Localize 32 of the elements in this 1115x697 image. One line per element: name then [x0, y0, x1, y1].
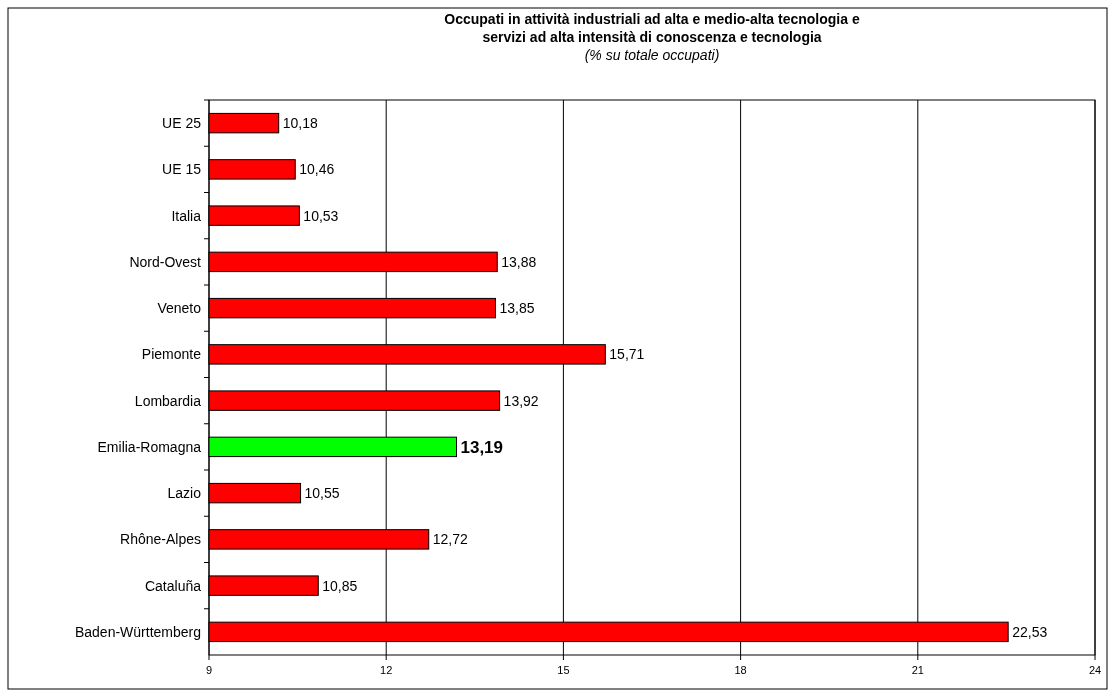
x-tick-label: 18: [734, 664, 747, 676]
y-tick-label: Baden-Württemberg: [74, 623, 201, 640]
data-label: 15,71: [609, 346, 645, 363]
chart-subtitle: (% su totale occupati): [584, 47, 720, 63]
data-label: 13,92: [503, 392, 539, 409]
data-label: 10,53: [303, 207, 339, 224]
data-label: 10,85: [322, 577, 358, 594]
data-label: 10,46: [299, 161, 335, 178]
data-label: 10,55: [304, 485, 340, 502]
data-label: 22,53: [1012, 623, 1048, 640]
y-tick-label: Italia: [171, 207, 202, 224]
y-tick-label: UE 25: [162, 115, 202, 132]
data-label: 13,85: [499, 300, 535, 317]
y-tick-label: UE 15: [162, 161, 202, 178]
data-label: 10,18: [282, 115, 318, 132]
x-tick-label: 24: [1088, 664, 1102, 676]
y-tick-label: Piemonte: [141, 346, 202, 363]
y-tick-label: Lazio: [167, 485, 202, 502]
data-label: 13,19: [460, 437, 504, 457]
y-tick-label: Nord-Ovest: [129, 253, 202, 270]
x-tick-label: 21: [911, 664, 924, 676]
y-tick-label: Lombardia: [134, 392, 202, 409]
x-tick-label: 15: [557, 664, 570, 676]
data-label: 12,72: [432, 531, 468, 548]
y-tick-label: Veneto: [157, 300, 202, 317]
x-tick-label: 12: [380, 664, 393, 676]
y-tick-label: Cataluña: [144, 577, 202, 594]
data-label: 13,88: [501, 253, 537, 270]
y-tick-label: Emilia-Romagna: [97, 438, 202, 455]
x-tick-label: 9: [205, 664, 213, 676]
chart-title: Occupati in attività industriali ad alta e medio-alta tecnologia e servizi ad alta intensità di conoscenza e tecnologia: [444, 11, 860, 45]
y-tick-label: Rhône-Alpes: [120, 531, 201, 548]
